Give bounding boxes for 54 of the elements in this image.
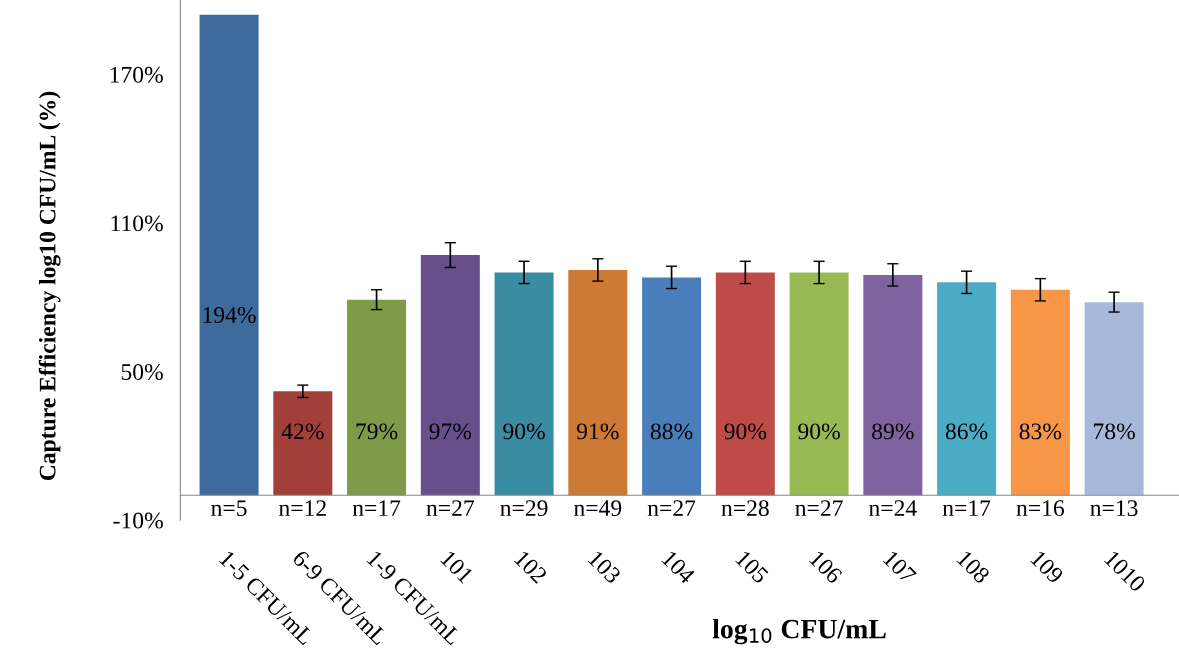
- x-tick-label: 1010: [1103, 550, 1147, 593]
- data-label: 91%: [576, 423, 619, 440]
- x-tick-label: 103: [587, 550, 622, 585]
- bar: [642, 277, 702, 496]
- bar: [494, 272, 554, 496]
- y-tick-label: -10%: [113, 512, 163, 529]
- annotation: n=28: [721, 500, 769, 517]
- x-tick-label: 105: [735, 550, 770, 585]
- data-label: 90%: [503, 423, 545, 440]
- data-label: 90%: [724, 423, 767, 440]
- annotation: n=12: [278, 500, 326, 516]
- bar: [273, 391, 333, 496]
- y-tick-label: 110%: [111, 215, 163, 232]
- data-label: 90%: [798, 423, 840, 440]
- bar: [1010, 289, 1070, 496]
- data-label: 78%: [1094, 423, 1135, 440]
- data-label: 83%: [1019, 423, 1062, 440]
- bar: [347, 299, 407, 496]
- data-label: 79%: [356, 423, 398, 440]
- annotation: n=17: [352, 500, 401, 516]
- x-tick-label: 109: [1030, 550, 1065, 585]
- annotation: n=27: [795, 500, 843, 516]
- y-axis-title: Capture Efficiency log10 CFU/mL (%): [38, 91, 61, 481]
- data-label: 89%: [872, 423, 914, 440]
- annotation: n=17: [942, 500, 991, 516]
- annotation: n=27: [426, 500, 475, 516]
- bar: [789, 272, 849, 496]
- annotation: n=49: [574, 500, 622, 517]
- x-tick-label: 108: [956, 550, 991, 585]
- annotation: n=16: [1016, 500, 1065, 517]
- bar: [1084, 302, 1144, 496]
- bar: [568, 269, 628, 496]
- data-label: 194%: [203, 306, 256, 323]
- x-tick-label: 102: [513, 550, 548, 584]
- bar: [715, 272, 775, 496]
- data-label: 88%: [650, 423, 693, 440]
- x-axis-title: log$_{10}$ CFU/mL: [712, 618, 886, 645]
- y-tick-label: 50%: [121, 363, 163, 380]
- annotation: n=24: [869, 500, 917, 516]
- bar: [420, 255, 480, 496]
- data-label: 97%: [429, 423, 472, 440]
- bar: [937, 282, 997, 496]
- bar: [199, 14, 259, 496]
- data-label: 42%: [281, 423, 324, 440]
- y-tick-label: 170%: [110, 66, 163, 83]
- annotation: n=13: [1090, 500, 1138, 517]
- data-label: 86%: [945, 423, 988, 440]
- x-tick-label: 107: [882, 550, 917, 585]
- annotation: n=5: [211, 500, 247, 517]
- x-tick-label: 104: [661, 550, 696, 585]
- bar: [863, 274, 923, 496]
- annotation: n=27: [647, 500, 696, 516]
- x-tick-label: 106: [808, 550, 844, 585]
- annotation: n=29: [500, 500, 548, 517]
